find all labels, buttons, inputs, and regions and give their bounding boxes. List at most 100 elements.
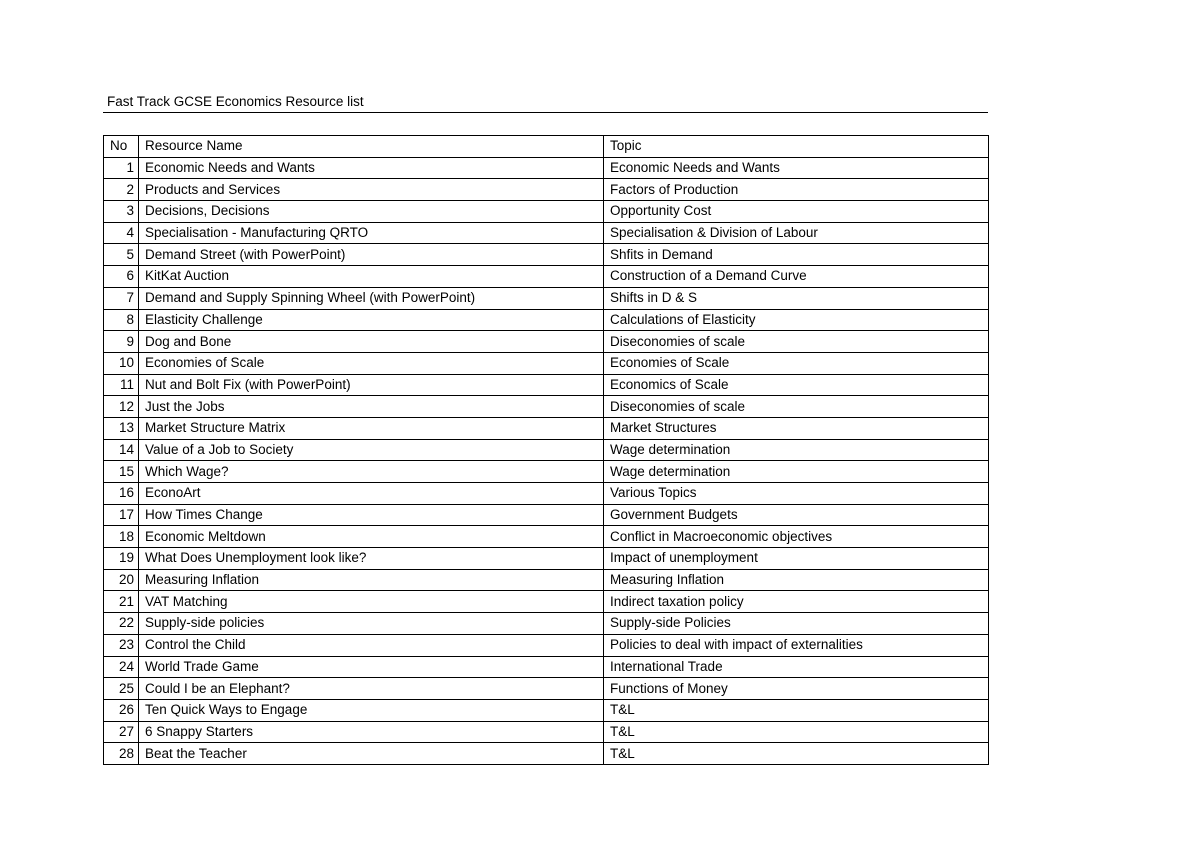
resource-table: No Resource Name Topic 1 Economic Needs a… bbox=[103, 135, 989, 765]
cell-topic: Economics of Scale bbox=[603, 373, 989, 397]
cell-resource-name: Ten Quick Ways to Engage bbox=[138, 698, 604, 722]
cell-no: 3 bbox=[103, 200, 139, 223]
cell-resource-name: Dog and Bone bbox=[138, 330, 604, 353]
cell-no: 1 bbox=[103, 156, 139, 180]
cell-topic: Policies to deal with impact of external… bbox=[603, 633, 989, 657]
cell-resource-name: KitKat Auction bbox=[138, 265, 604, 288]
cell-no: 8 bbox=[103, 308, 139, 332]
table-row: 17 How Times Change Government Budgets bbox=[103, 503, 989, 527]
cell-topic: T&L bbox=[603, 742, 989, 765]
cell-topic: Calculations of Elasticity bbox=[603, 308, 989, 332]
cell-no: 5 bbox=[103, 243, 139, 267]
cell-topic: Economies of Scale bbox=[603, 351, 989, 375]
cell-no: 25 bbox=[103, 677, 139, 700]
cell-topic: Market Structures bbox=[603, 416, 989, 440]
table-row: 3 Decisions, Decisions Opportunity Cost bbox=[103, 200, 989, 223]
cell-no: 16 bbox=[103, 482, 139, 505]
cell-resource-name: Elasticity Challenge bbox=[138, 308, 604, 332]
table-row: 25 Could I be an Elephant? Functions of Mo… bbox=[103, 677, 989, 700]
table-row: 23 Control the Child Policies to deal with… bbox=[103, 633, 989, 657]
cell-no: 28 bbox=[103, 742, 139, 765]
table-row: 22 Supply-side policies Supply-side Polici… bbox=[103, 612, 989, 635]
cell-no: 22 bbox=[103, 612, 139, 635]
table-row: 21 VAT Matching Indirect taxation policy bbox=[103, 590, 989, 614]
table-row: 26 Ten Quick Ways to Engage T&L bbox=[103, 698, 989, 722]
cell-resource-name: How Times Change bbox=[138, 503, 604, 527]
table-row: 13 Market Structure Matrix Market Structur… bbox=[103, 416, 989, 440]
cell-resource-name: Could I be an Elephant? bbox=[138, 677, 604, 700]
table-row: 18 Economic Meltdown Conflict in Macroecon… bbox=[103, 525, 989, 549]
cell-no: 17 bbox=[103, 503, 139, 527]
table-row: 5 Demand Street (with PowerPoint) Shfits i… bbox=[103, 243, 989, 267]
cell-no: 20 bbox=[103, 568, 139, 592]
table-row: 27 6 Snappy Starters T&L bbox=[103, 720, 989, 744]
cell-resource-name: What Does Unemployment look like? bbox=[138, 547, 604, 570]
cell-topic: Conflict in Macroeconomic objectives bbox=[603, 525, 989, 549]
cell-resource-name: Market Structure Matrix bbox=[138, 416, 604, 440]
header-resource-name: Resource Name bbox=[138, 135, 604, 158]
cell-topic: Indirect taxation policy bbox=[603, 590, 989, 614]
cell-no: 10 bbox=[103, 351, 139, 375]
cell-topic: Supply-side Policies bbox=[603, 612, 989, 635]
cell-topic: Specialisation & Division of Labour bbox=[603, 221, 989, 245]
cell-topic: Wage determination bbox=[603, 460, 989, 483]
cell-resource-name: Decisions, Decisions bbox=[138, 200, 604, 223]
table-row: 7 Demand and Supply Spinning Wheel (with … bbox=[103, 286, 989, 310]
cell-topic: Functions of Money bbox=[603, 677, 989, 700]
title-underline bbox=[103, 112, 988, 113]
cell-no: 14 bbox=[103, 438, 139, 462]
table-row: 20 Measuring Inflation Measuring Inflation bbox=[103, 568, 989, 592]
cell-resource-name: Products and Services bbox=[138, 178, 604, 202]
table-row: 8 Elasticity Challenge Calculations of Ela… bbox=[103, 308, 989, 332]
table-row: 6 KitKat Auction Construction of a Demand … bbox=[103, 265, 989, 288]
cell-no: 11 bbox=[103, 373, 139, 397]
table-row: 14 Value of a Job to Society Wage determin… bbox=[103, 438, 989, 462]
cell-resource-name: Control the Child bbox=[138, 633, 604, 657]
cell-resource-name: Demand and Supply Spinning Wheel (with P… bbox=[138, 286, 604, 310]
cell-no: 7 bbox=[103, 286, 139, 310]
cell-resource-name: 6 Snappy Starters bbox=[138, 720, 604, 744]
document-title: Fast Track GCSE Economics Resource list bbox=[107, 94, 364, 109]
table-row: 1 Economic Needs and Wants Economic Needs … bbox=[103, 156, 989, 180]
cell-resource-name: Beat the Teacher bbox=[138, 742, 604, 765]
table-row: 24 World Trade Game International Trade bbox=[103, 655, 989, 679]
cell-topic: Opportunity Cost bbox=[603, 200, 989, 223]
table-row: 2 Products and Services Factors of Product… bbox=[103, 178, 989, 202]
cell-resource-name: Value of a Job to Society bbox=[138, 438, 604, 462]
table-row: 11 Nut and Bolt Fix (with PowerPoint) Econ… bbox=[103, 373, 989, 397]
header-no: No bbox=[103, 135, 139, 158]
cell-topic: Various Topics bbox=[603, 482, 989, 505]
cell-topic: Diseconomies of scale bbox=[603, 395, 989, 418]
cell-resource-name: World Trade Game bbox=[138, 655, 604, 679]
cell-no: 15 bbox=[103, 460, 139, 483]
cell-resource-name: Which Wage? bbox=[138, 460, 604, 483]
cell-resource-name: VAT Matching bbox=[138, 590, 604, 614]
table-row: 4 Specialisation - Manufacturing QRTO Spec… bbox=[103, 221, 989, 245]
cell-no: 4 bbox=[103, 221, 139, 245]
cell-topic: Construction of a Demand Curve bbox=[603, 265, 989, 288]
cell-no: 12 bbox=[103, 395, 139, 418]
cell-topic: Economic Needs and Wants bbox=[603, 156, 989, 180]
cell-no: 6 bbox=[103, 265, 139, 288]
table-row: 9 Dog and Bone Diseconomies of scale bbox=[103, 330, 989, 353]
table-header-row: No Resource Name Topic bbox=[103, 135, 989, 158]
table-row: 16 EconoArt Various Topics bbox=[103, 482, 989, 505]
cell-topic: Government Budgets bbox=[603, 503, 989, 527]
cell-resource-name: EconoArt bbox=[138, 482, 604, 505]
cell-resource-name: Measuring Inflation bbox=[138, 568, 604, 592]
cell-topic: International Trade bbox=[603, 655, 989, 679]
cell-topic: Wage determination bbox=[603, 438, 989, 462]
cell-topic: T&L bbox=[603, 698, 989, 722]
cell-topic: Impact of unemployment bbox=[603, 547, 989, 570]
cell-resource-name: Economic Meltdown bbox=[138, 525, 604, 549]
cell-topic: Factors of Production bbox=[603, 178, 989, 202]
cell-no: 27 bbox=[103, 720, 139, 744]
cell-no: 13 bbox=[103, 416, 139, 440]
table-row: 19 What Does Unemployment look like? Impac… bbox=[103, 547, 989, 570]
cell-topic: Diseconomies of scale bbox=[603, 330, 989, 353]
cell-topic: Measuring Inflation bbox=[603, 568, 989, 592]
table-row: 15 Which Wage? Wage determination bbox=[103, 460, 989, 483]
cell-resource-name: Specialisation - Manufacturing QRTO bbox=[138, 221, 604, 245]
cell-resource-name: Economies of Scale bbox=[138, 351, 604, 375]
cell-resource-name: Supply-side policies bbox=[138, 612, 604, 635]
